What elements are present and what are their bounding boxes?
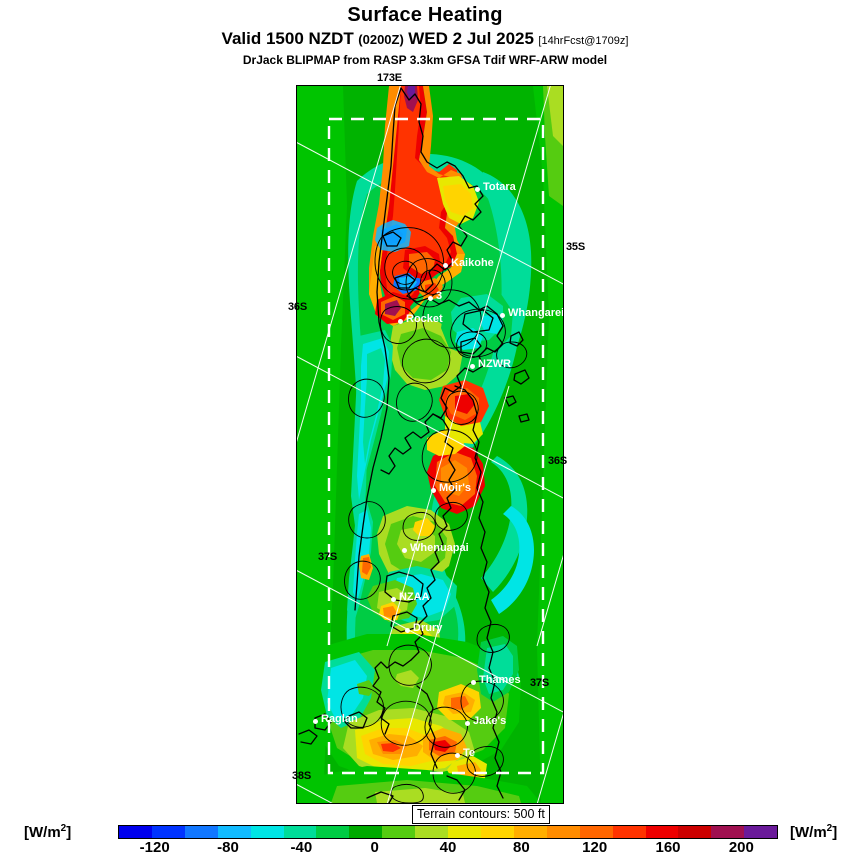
station-dot (313, 719, 318, 724)
color-scale-tick: -80 (217, 839, 239, 856)
graticule-label: 36S (288, 301, 307, 313)
station-dot (428, 296, 433, 301)
station-label: Raglan (321, 713, 358, 725)
color-swatch (612, 826, 646, 838)
terrain-contour-note: Terrain contours: 500 ft (412, 805, 550, 824)
color-swatch (480, 826, 514, 838)
station-dot (398, 319, 403, 324)
header: Surface Heating Valid 1500 NZDT (0200Z) … (0, 0, 850, 67)
color-scale-tick: -40 (290, 839, 313, 856)
color-scale-tick: 200 (728, 839, 754, 856)
unit-right-text: [W/m (790, 824, 827, 841)
forecast-tag: [14hrFcst@1709z] (538, 35, 629, 47)
color-swatch (645, 826, 679, 838)
color-scale-bar (118, 825, 778, 839)
unit-label-left: [W/m2] (24, 823, 71, 841)
color-swatch (184, 826, 218, 838)
color-swatch (711, 826, 745, 838)
station-dot (455, 753, 460, 758)
color-scale-tick: 160 (655, 839, 681, 856)
color-swatch (283, 826, 317, 838)
color-swatch (349, 826, 383, 838)
graticule-label: 36S (548, 455, 567, 467)
unit-label-right: [W/m2] (790, 823, 837, 841)
page-title: Surface Heating (347, 4, 503, 26)
color-swatch (579, 826, 613, 838)
model-source-line: DrJack BLIPMAP from RASP 3.3km GFSA Tdif… (242, 53, 608, 67)
color-scale-tick: 80 (512, 839, 530, 856)
station-label: 3 (436, 290, 443, 302)
color-swatch (151, 826, 185, 838)
station-label: NZWR (478, 358, 511, 370)
station-label: Totara (483, 181, 516, 193)
color-swatch (119, 826, 152, 838)
station-dot (431, 488, 436, 493)
color-scale-tick: 0 (370, 839, 379, 856)
station-dot (470, 364, 475, 369)
color-swatch (546, 826, 580, 838)
station-dot (500, 313, 505, 318)
station-label: Whenuapai (410, 542, 469, 554)
station-label: Thames (479, 674, 521, 686)
color-swatch (250, 826, 284, 838)
color-swatch (382, 826, 416, 838)
graticule-label: 35S (566, 241, 585, 253)
station-dot (471, 680, 476, 685)
color-swatch (513, 826, 547, 838)
color-swatch (217, 826, 251, 838)
color-swatch (744, 826, 777, 838)
station-dot (443, 263, 448, 268)
graticule-label: 37S (530, 677, 549, 689)
valid-date: WED 2 Jul 2025 (408, 29, 534, 48)
station-label: Kaikohe (451, 257, 494, 269)
station-label: Moir's (439, 482, 471, 494)
color-scale-tick-labels: -120 -80 -40 0 40 80 120 160 200 (118, 839, 778, 859)
color-scale-tick: 120 (582, 839, 608, 856)
station-label: NZAA (399, 591, 430, 603)
valid-local-time: Valid 1500 NZDT (221, 29, 354, 48)
graticule-label: 37S (318, 551, 337, 563)
unit-left-bracket: ] (66, 824, 72, 841)
station-dot (475, 187, 480, 192)
color-scale-tick: -120 (139, 839, 170, 856)
station-dot (465, 721, 470, 726)
color-swatch (415, 826, 449, 838)
station-label: Whangarei (508, 307, 564, 319)
color-scale-tick: 40 (439, 839, 457, 856)
valid-time-line: Valid 1500 NZDT (0200Z) WED 2 Jul 2025 [… (0, 29, 850, 51)
unit-left-exponent: 2 (60, 823, 67, 834)
station-dot (405, 628, 410, 633)
station-label: Rocket (406, 313, 443, 325)
station-label: Jake's (473, 715, 507, 727)
graticule-label: 173E (377, 72, 402, 84)
map-plot-area: Totara Kaikohe Rocket Whangarei NZWR Moir's Wh… (296, 85, 564, 804)
station-label: Te (463, 747, 476, 759)
unit-left-text: [W/m (24, 824, 61, 841)
unit-right-exponent: 2 (826, 823, 833, 834)
station-dot (402, 548, 407, 553)
color-swatch (678, 826, 712, 838)
unit-right-bracket: ] (832, 824, 838, 841)
station-dot (391, 597, 396, 602)
station-label: Drury (413, 622, 443, 634)
valid-utc-time: (0200Z) (358, 32, 404, 47)
color-swatch (448, 826, 481, 838)
graticule-label: 38S (292, 770, 311, 782)
surface-heating-raster (297, 86, 563, 803)
color-swatch (316, 826, 350, 838)
